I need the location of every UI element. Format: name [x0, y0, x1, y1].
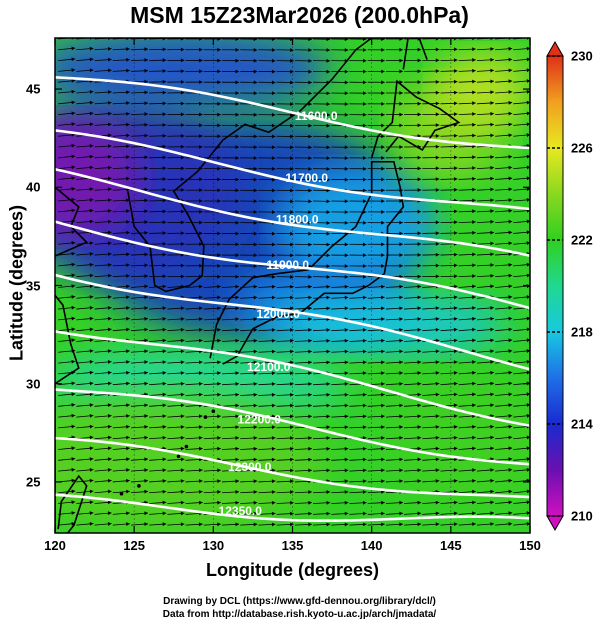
colorbar-tick-label: 222 — [571, 232, 593, 248]
wind-vectors — [58, 38, 530, 527]
x-axis-label: Longitude (degrees) — [205, 560, 379, 580]
chart-title: MSM 15Z23Mar2026 (200.0hPa) — [130, 2, 469, 28]
contour-label: 12300.0 — [228, 460, 272, 474]
colorbar-tick-label: 230 — [571, 48, 593, 64]
y-tick-label: 40 — [26, 179, 41, 195]
x-tick-label: 145 — [439, 538, 462, 553]
contour-line — [55, 129, 530, 211]
y-tick-label: 30 — [26, 376, 41, 392]
colorbar-tick-label: 226 — [571, 140, 593, 156]
contour-line — [55, 220, 530, 310]
contour-label: 11700.0 — [285, 171, 328, 185]
contour-line — [55, 493, 530, 523]
contour-label: 11900.0 — [266, 258, 309, 272]
contour-line — [55, 388, 530, 466]
x-tick-label: 125 — [123, 538, 146, 553]
x-tick-label: 135 — [281, 538, 304, 553]
contour-label: 12100.0 — [247, 360, 291, 374]
y-tick-label: 35 — [26, 278, 41, 293]
coastlines — [55, 38, 461, 533]
x-tick-label: 140 — [360, 538, 383, 553]
x-tick-label: 120 — [44, 538, 66, 553]
x-tick-label: 130 — [202, 538, 225, 553]
axis-ticks — [54, 38, 531, 533]
contour-line — [55, 273, 530, 371]
contour-line — [55, 436, 530, 499]
grid-lines — [133, 38, 452, 533]
colorbar-tick-label: 210 — [571, 508, 593, 524]
contour-label: 12000.0 — [257, 307, 301, 321]
y-tick-label: 45 — [26, 81, 41, 97]
contour-line — [55, 75, 530, 150]
height-contours: 11600.0 11700.0 11800.0 11900.0 12000.0 12100… — [55, 75, 530, 523]
x-tick-label: 150 — [519, 538, 541, 553]
credit-line-data: Data from http://database.rish.kyoto-u.a… — [162, 609, 437, 620]
credit-line-drawing: Drawing by DCL (https://www.gfd-dennou.o… — [163, 596, 436, 607]
y-tick-label: 25 — [26, 474, 41, 490]
colorbar-tick-label: 218 — [571, 324, 593, 340]
contour-line — [55, 167, 530, 257]
colorbar — [546, 40, 564, 532]
contour-label: 11600.0 — [295, 109, 338, 123]
contour-label: 11800.0 — [276, 213, 319, 227]
contour-label: 12200.0 — [238, 413, 282, 427]
contour-label: 12350.0 — [219, 504, 263, 518]
contour-line — [55, 330, 530, 427]
colorbar-tick-label: 214 — [571, 416, 593, 432]
